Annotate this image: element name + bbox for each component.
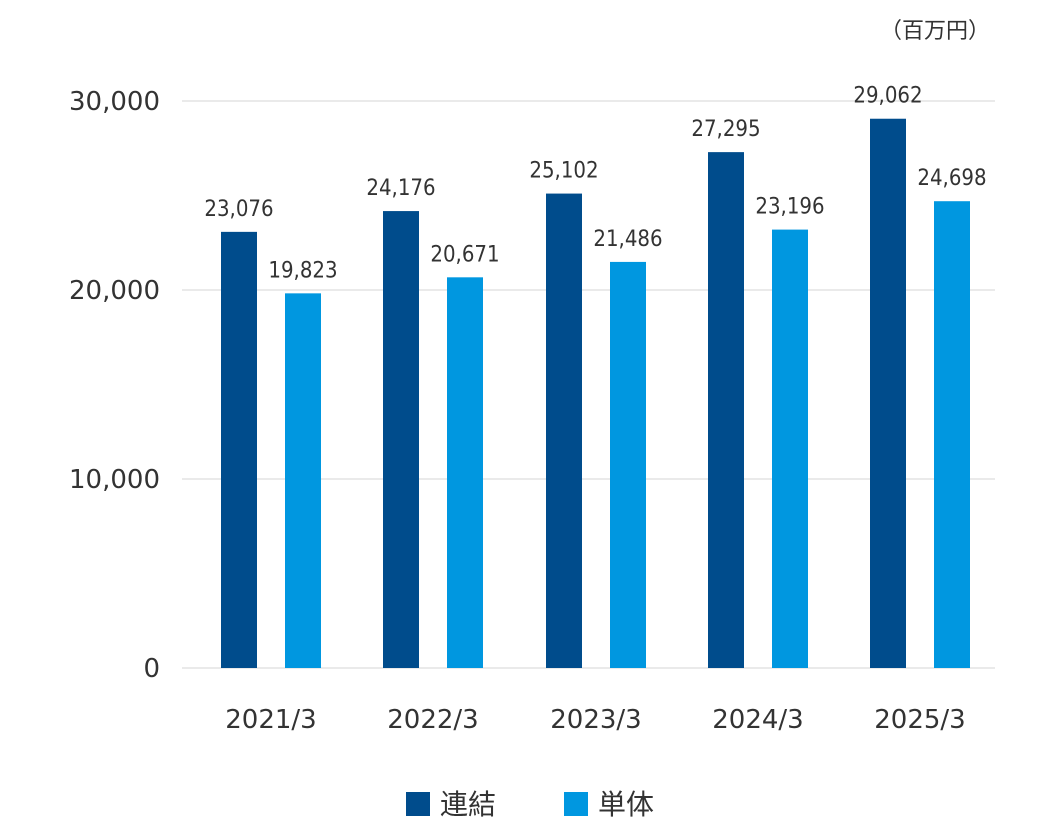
unit-label: （百万円） xyxy=(880,19,990,44)
data-label: 24,698 xyxy=(917,166,986,191)
data-label: 19,823 xyxy=(268,258,337,283)
y-tick-label: 30,000 xyxy=(69,87,160,117)
x-tick-label: 2025/3 xyxy=(874,705,965,735)
bar-consolidated xyxy=(870,118,906,668)
data-labels: 23,076 24,176 25,102 27,295 29,062 19,823 20,6… xyxy=(204,84,986,284)
y-axis-tick-labels: 0 10,000 20,000 30,000 xyxy=(69,87,160,684)
x-tick-label: 2023/3 xyxy=(550,705,641,735)
legend-swatch xyxy=(564,792,588,816)
legend-label: 単体 xyxy=(598,788,654,821)
y-tick-label: 10,000 xyxy=(69,465,160,495)
x-axis-tick-labels: 2021/3 2022/3 2023/3 2024/3 2025/3 xyxy=(225,705,965,735)
data-label: 21,486 xyxy=(593,227,662,252)
bar-standalone xyxy=(610,261,646,668)
bars xyxy=(221,118,970,669)
legend-label: 連結 xyxy=(440,788,496,821)
data-label: 27,295 xyxy=(691,117,760,142)
y-tick-label: 20,000 xyxy=(69,276,160,306)
bar-consolidated xyxy=(383,211,419,668)
bar-consolidated xyxy=(708,152,744,668)
bar-standalone xyxy=(285,293,321,668)
x-tick-label: 2024/3 xyxy=(712,705,803,735)
data-label: 20,671 xyxy=(430,242,499,267)
data-label: 29,062 xyxy=(853,84,922,109)
data-label: 24,176 xyxy=(366,176,435,201)
data-label: 23,196 xyxy=(755,195,824,220)
x-tick-label: 2022/3 xyxy=(387,705,478,735)
bar-consolidated xyxy=(546,193,582,668)
bar-standalone xyxy=(934,201,970,668)
x-tick-label: 2021/3 xyxy=(225,705,316,735)
data-label: 25,102 xyxy=(529,159,598,184)
legend: 連結 単体 xyxy=(406,788,654,821)
legend-swatch xyxy=(406,792,430,816)
y-tick-label: 0 xyxy=(143,654,160,684)
bar-standalone xyxy=(772,229,808,669)
bar-consolidated xyxy=(221,231,257,669)
data-label: 23,076 xyxy=(204,197,273,222)
bar-standalone xyxy=(447,277,483,668)
